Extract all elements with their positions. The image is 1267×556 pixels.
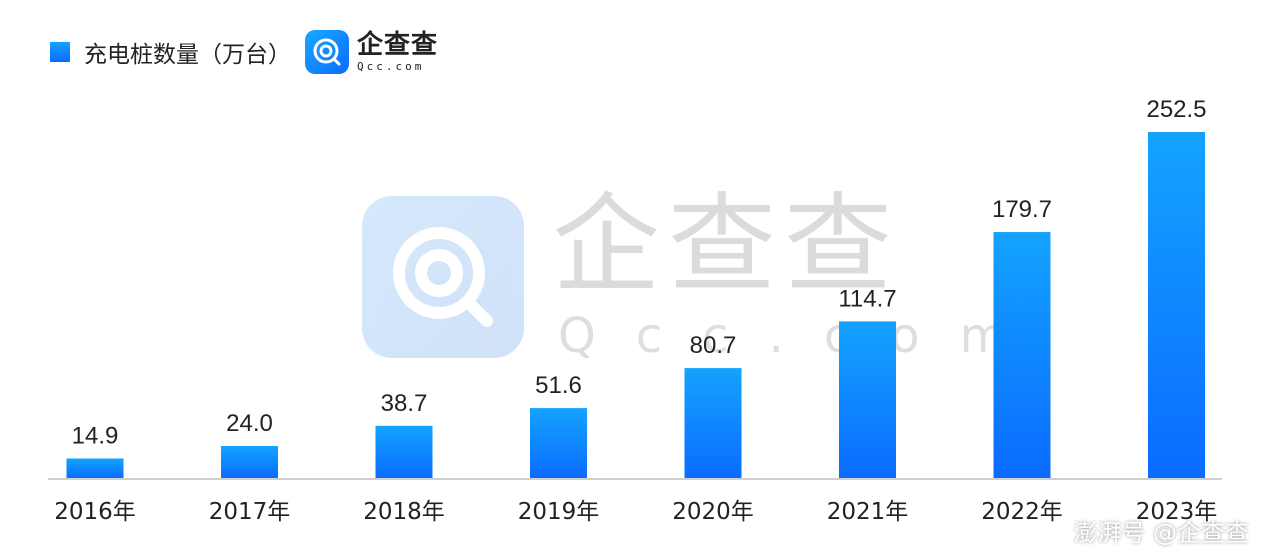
bar-2016年 [66, 458, 124, 479]
legend-swatch [50, 42, 70, 62]
value-label: 252.5 [1146, 96, 1206, 123]
source-credit: 澎湃号 @企查查 [1073, 519, 1249, 547]
value-label: 51.6 [535, 372, 582, 399]
x-tick-label: 2022年 [981, 499, 1063, 525]
brand-logo: 企查查 Qcc.com [305, 30, 438, 74]
x-tick-label: 2016年 [54, 499, 136, 525]
value-label: 114.7 [838, 285, 896, 312]
legend: 充电桩数量（万台） 企查查 Qcc.com [50, 30, 438, 74]
qcc-logo-icon [305, 30, 349, 74]
value-label: 179.7 [992, 196, 1052, 223]
bar-2019年 [530, 408, 587, 479]
x-tick-label: 2018年 [363, 499, 445, 525]
bar-2022年 [993, 232, 1051, 479]
bar-2020年 [684, 368, 742, 479]
bar-2023年 [1148, 132, 1205, 479]
value-label: 80.7 [690, 332, 737, 359]
legend-label: 充电桩数量（万台） [84, 42, 291, 68]
watermark-name-en: Qcc.com [558, 308, 1047, 364]
x-tick-label: 2020年 [672, 499, 754, 525]
x-tick-label: 2017年 [209, 499, 291, 525]
x-tick-label: 2021年 [827, 499, 909, 525]
bar-2018年 [375, 425, 433, 479]
watermark-logo-icon [362, 196, 524, 358]
value-label: 24.0 [226, 410, 273, 437]
x-tick-label: 2023年 [1136, 499, 1218, 525]
bar-2021年 [839, 321, 896, 479]
bar-2017年 [221, 446, 278, 479]
watermark-name-cn: 企查查 [552, 183, 901, 308]
logo-name-en: Qcc.com [357, 60, 425, 73]
logo-name-cn: 企查查 [357, 30, 439, 60]
value-label: 38.7 [381, 390, 428, 417]
x-tick-label: 2019年 [518, 499, 600, 525]
value-label: 14.9 [72, 423, 119, 450]
